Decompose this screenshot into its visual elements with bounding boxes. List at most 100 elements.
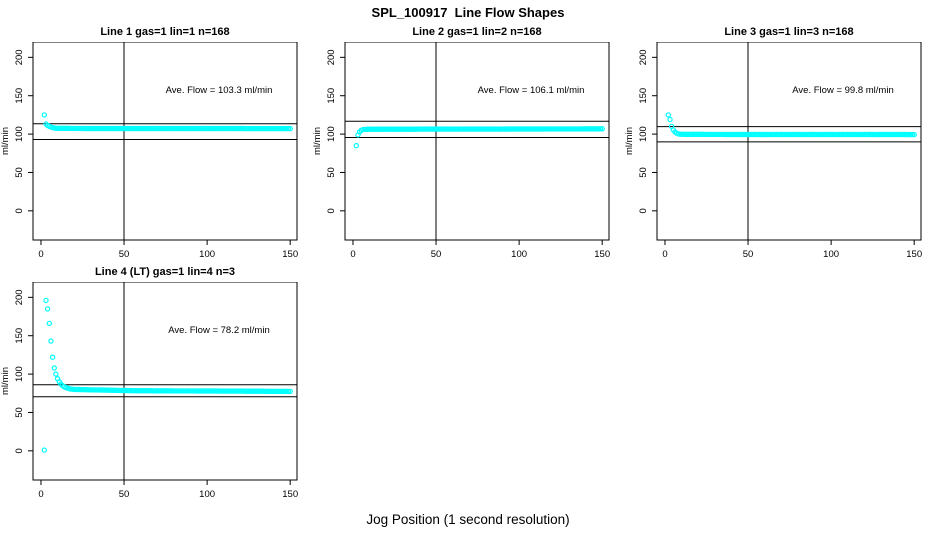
data-point [217, 125, 224, 132]
data-point [84, 125, 91, 132]
data-point [156, 388, 162, 394]
line-4-plot: 0 50 100 150 0 50 100 150 200 ml/min Ave. Flow = 7… [0, 282, 298, 500]
data-point [454, 126, 461, 132]
y-tick-label: 50 [14, 407, 25, 418]
data-point [222, 125, 229, 132]
data-point [715, 131, 721, 138]
data-point [448, 126, 454, 132]
data-point [853, 131, 859, 138]
data-point [196, 388, 202, 394]
data-point [489, 126, 496, 132]
data-point [562, 126, 569, 132]
y-tick-label: 150 [638, 88, 649, 104]
data-point [785, 131, 791, 138]
data-point [136, 125, 142, 132]
data-point [434, 126, 441, 132]
ave-flow-annotation: Ave. Flow = 99.8 ml/min [792, 85, 893, 96]
data-point [101, 125, 107, 132]
data-point [199, 388, 205, 394]
data-point [766, 131, 773, 138]
data-point [272, 388, 278, 395]
data-point [244, 125, 250, 132]
data-point [285, 125, 292, 132]
y-axis-unit-label: ml/min [0, 367, 11, 395]
data-point [136, 387, 142, 394]
data-point [207, 125, 214, 132]
data-point [810, 131, 816, 138]
data-point [745, 131, 751, 138]
data-point [519, 126, 526, 132]
data-point [234, 388, 240, 394]
data-point [144, 387, 150, 394]
data-point [806, 131, 813, 138]
data-point [91, 125, 97, 132]
line-3-plot: 0 50 100 150 0 50 100 150 200 ml/min Ave. Flow = 9… [624, 42, 922, 260]
data-point [247, 125, 253, 132]
data-point [403, 126, 409, 132]
data-point [44, 306, 51, 312]
y-tick-label: 0 [14, 448, 25, 453]
data-point [456, 126, 462, 132]
data-point [438, 126, 444, 132]
data-point [166, 388, 172, 394]
y-axis-unit-label: ml/min [0, 127, 11, 155]
data-point [433, 126, 439, 132]
panel-title: Line 4 (LT) gas=1 lin=4 n=3 [94, 266, 236, 278]
data-point [58, 125, 64, 132]
data-point [264, 388, 270, 395]
main-title: SPL_100917 Line Flow Shapes [371, 5, 565, 20]
data-point [152, 125, 159, 132]
data-point [91, 387, 97, 393]
data-point [234, 125, 240, 132]
data-point [720, 131, 726, 138]
data-point [667, 116, 673, 123]
data-point [187, 388, 194, 394]
data-point [405, 126, 411, 132]
data-point [196, 125, 202, 132]
data-point [225, 125, 232, 132]
x-tick-label: 0 [662, 249, 667, 260]
data-point [147, 125, 154, 132]
data-point [861, 131, 867, 138]
data-point [549, 126, 555, 132]
data-point [768, 131, 774, 138]
data-point [594, 126, 600, 132]
data-point [260, 125, 267, 132]
data-point [395, 126, 401, 132]
data-point [74, 125, 81, 132]
data-point [788, 131, 794, 138]
data-point [584, 126, 590, 132]
data-point [411, 126, 418, 132]
data-point [831, 131, 838, 138]
data-point [741, 131, 748, 138]
data-point [390, 126, 396, 132]
data-point [149, 125, 155, 132]
data-point [844, 131, 851, 138]
panel-title: Line 2 gas=1 lin=2 n=168 [412, 26, 542, 38]
data-point [282, 388, 288, 395]
data-point [841, 131, 848, 138]
data-point [255, 125, 262, 132]
panel-line-1: Line 1 gas=1 lin=1 n=168 0 50 100 150 0 50 100… [0, 25, 312, 265]
data-point [728, 131, 735, 138]
data-point [112, 125, 119, 132]
data-point [801, 131, 808, 138]
data-point [712, 131, 718, 138]
data-point [849, 131, 856, 138]
data-point [513, 126, 519, 132]
data-point [106, 387, 112, 393]
data-point [252, 388, 258, 394]
data-point [370, 126, 376, 132]
data-point [212, 125, 219, 132]
data-point [818, 131, 824, 138]
data-point [194, 388, 200, 394]
data-point [599, 126, 605, 132]
data-point [486, 126, 492, 132]
data-point [88, 387, 94, 393]
data-point [854, 131, 861, 138]
data-point [418, 126, 424, 132]
data-point [122, 125, 129, 132]
panel-line-3: Line 3 gas=1 lin=3 n=168 0 50 100 150 0 50 100… [624, 25, 936, 265]
data-point [179, 125, 185, 132]
